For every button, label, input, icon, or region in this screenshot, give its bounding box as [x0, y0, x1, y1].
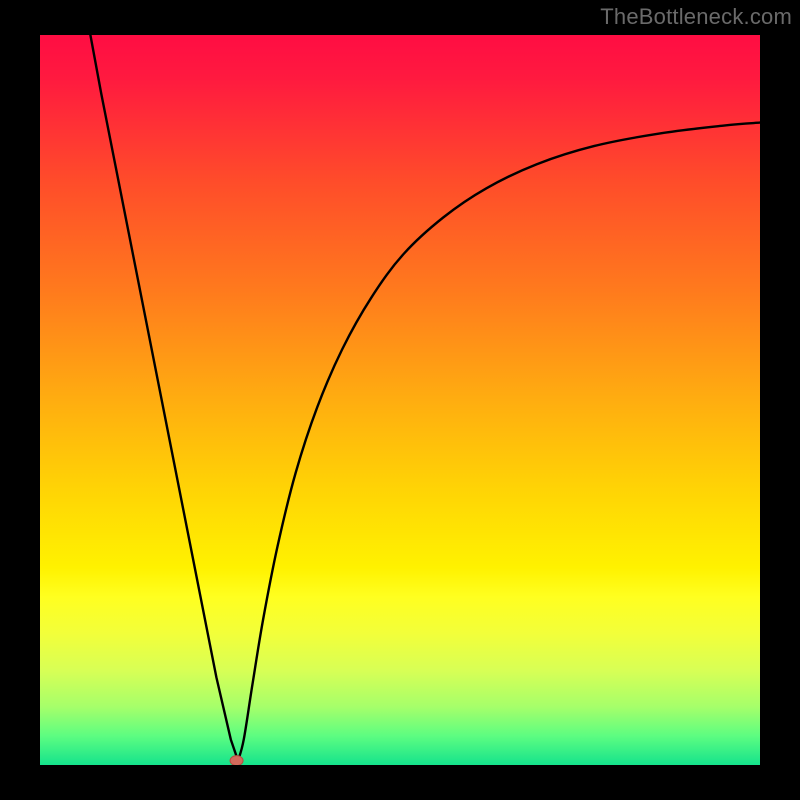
bottleneck-marker [40, 35, 760, 765]
chart-root: TheBottleneck.com [0, 0, 800, 800]
watermark-text: TheBottleneck.com [600, 4, 792, 30]
plot-area [40, 35, 760, 765]
